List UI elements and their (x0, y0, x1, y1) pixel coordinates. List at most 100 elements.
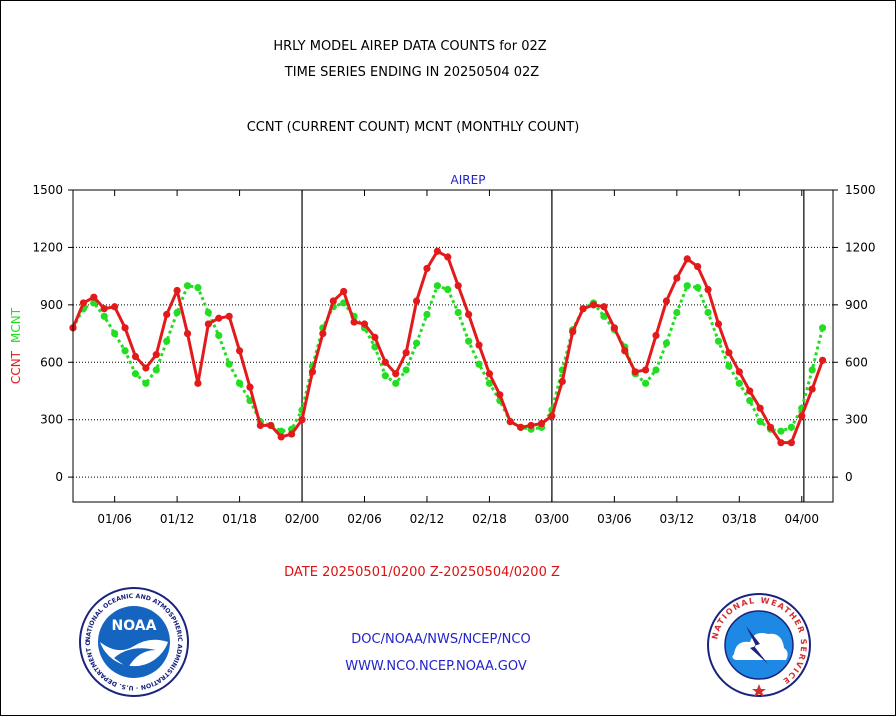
point-mcnt-51 (600, 312, 608, 320)
point-mcnt-62 (714, 337, 723, 345)
point-ccnt-24 (319, 329, 327, 338)
plot-border (72, 189, 834, 503)
series-layer (69, 247, 827, 447)
point-ccnt-35 (433, 247, 441, 255)
point-mcnt-16 (235, 379, 244, 387)
noaa-logo-text: NOAA (112, 618, 157, 634)
ytick-label-left-600: 600 (40, 355, 63, 369)
point-mcnt-11 (183, 282, 192, 290)
y-axis-label: CCNT MCNT (9, 307, 23, 384)
point-mcnt-63 (725, 362, 733, 370)
point-ccnt-52 (610, 324, 618, 332)
point-ccnt-36 (444, 253, 452, 261)
point-ccnt-19 (267, 421, 275, 430)
point-ccnt-51 (600, 303, 608, 311)
point-ccnt-23 (308, 368, 317, 376)
point-ccnt-53 (621, 347, 629, 355)
point-ccnt-71 (808, 385, 816, 393)
point-ccnt-4 (111, 303, 119, 311)
point-mcnt-32 (402, 366, 410, 374)
point-ccnt-37 (454, 282, 462, 290)
point-mcnt-36 (444, 285, 452, 294)
point-ccnt-27 (350, 318, 358, 326)
point-ccnt-67 (766, 423, 775, 431)
point-ccnt-54 (631, 368, 639, 376)
series-line-mcnt (71, 284, 825, 433)
grid-layer (73, 190, 833, 502)
point-ccnt-49 (579, 305, 587, 313)
point-ccnt-55 (642, 366, 650, 374)
point-ccnt-48 (569, 328, 577, 336)
point-mcnt-7 (142, 379, 150, 387)
xtick-label-9: 03/12 (660, 512, 695, 526)
point-mcnt-61 (704, 308, 712, 317)
org-path-text: DOC/NOAA/NWS/NCEP/NCO (351, 632, 531, 647)
point-mcnt-4 (111, 329, 119, 338)
point-ccnt-44 (527, 421, 535, 430)
date-range-label: DATE 20250501/0200 Z-20250504/0200 Z (284, 565, 560, 580)
point-ccnt-10 (173, 286, 181, 295)
point-mcnt-33 (412, 339, 421, 347)
point-ccnt-42 (506, 418, 514, 426)
nws-logo-icon: NATIONAL WEATHER SERVICE (707, 593, 811, 697)
point-mcnt-55 (642, 379, 650, 387)
xtick-label-11: 04/00 (784, 512, 819, 526)
point-ccnt-21 (288, 430, 296, 438)
point-ccnt-2 (90, 293, 98, 301)
point-mcnt-37 (454, 308, 462, 317)
point-ccnt-72 (818, 356, 827, 364)
point-ccnt-33 (412, 297, 421, 305)
point-mcnt-38 (465, 337, 473, 345)
point-mcnt-13 (204, 308, 212, 317)
point-ccnt-18 (256, 421, 264, 430)
point-mcnt-15 (225, 360, 233, 368)
point-ccnt-69 (787, 439, 795, 447)
point-mcnt-60 (694, 284, 702, 292)
point-mcnt-59 (683, 282, 691, 290)
point-ccnt-64 (735, 368, 743, 376)
ytick-label-left-900: 900 (40, 298, 63, 312)
ytick-label-left-300: 300 (40, 413, 63, 427)
point-mcnt-31 (392, 379, 400, 387)
ytick-label-right-600: 600 (845, 355, 868, 369)
point-ccnt-16 (235, 347, 244, 355)
point-ccnt-65 (746, 387, 754, 395)
ytick-label-right-1200: 1200 (845, 240, 876, 254)
point-mcnt-5 (121, 347, 129, 355)
point-ccnt-41 (496, 391, 504, 399)
point-ccnt-61 (704, 285, 712, 294)
point-ccnt-31 (392, 370, 400, 378)
point-ccnt-17 (246, 383, 254, 391)
title-line-1: HRLY MODEL AIREP DATA COUNTS for 02Z (273, 39, 547, 54)
point-ccnt-59 (683, 255, 691, 263)
point-mcnt-57 (662, 339, 671, 347)
point-mcnt-8 (152, 366, 160, 374)
chart-title: AIREP (451, 173, 486, 187)
point-ccnt-5 (121, 324, 129, 332)
point-ccnt-46 (548, 412, 556, 420)
point-ccnt-14 (215, 314, 223, 322)
point-mcnt-71 (808, 366, 816, 374)
point-ccnt-39 (475, 341, 483, 349)
point-ccnt-30 (381, 358, 389, 366)
point-ccnt-7 (142, 364, 150, 372)
point-ccnt-57 (662, 297, 671, 305)
title-line-2: TIME SERIES ENDING IN 20250504 02Z (284, 65, 540, 80)
ytick-label-left-1500: 1500 (32, 183, 63, 197)
point-mcnt-64 (735, 379, 743, 387)
series-line-ccnt (71, 249, 824, 445)
point-ccnt-62 (714, 320, 723, 328)
point-ccnt-20 (277, 433, 285, 441)
xtick-label-8: 03/06 (597, 512, 632, 526)
ytick-label-left-1200: 1200 (32, 240, 63, 254)
point-ccnt-70 (798, 412, 806, 420)
xtick-label-3: 02/00 (285, 512, 320, 526)
xtick-label-1: 01/12 (160, 512, 195, 526)
point-ccnt-15 (225, 312, 233, 320)
point-mcnt-72 (818, 324, 827, 332)
point-ccnt-40 (485, 370, 494, 378)
point-mcnt-40 (485, 379, 494, 387)
point-ccnt-68 (777, 439, 785, 447)
point-mcnt-68 (777, 427, 785, 435)
